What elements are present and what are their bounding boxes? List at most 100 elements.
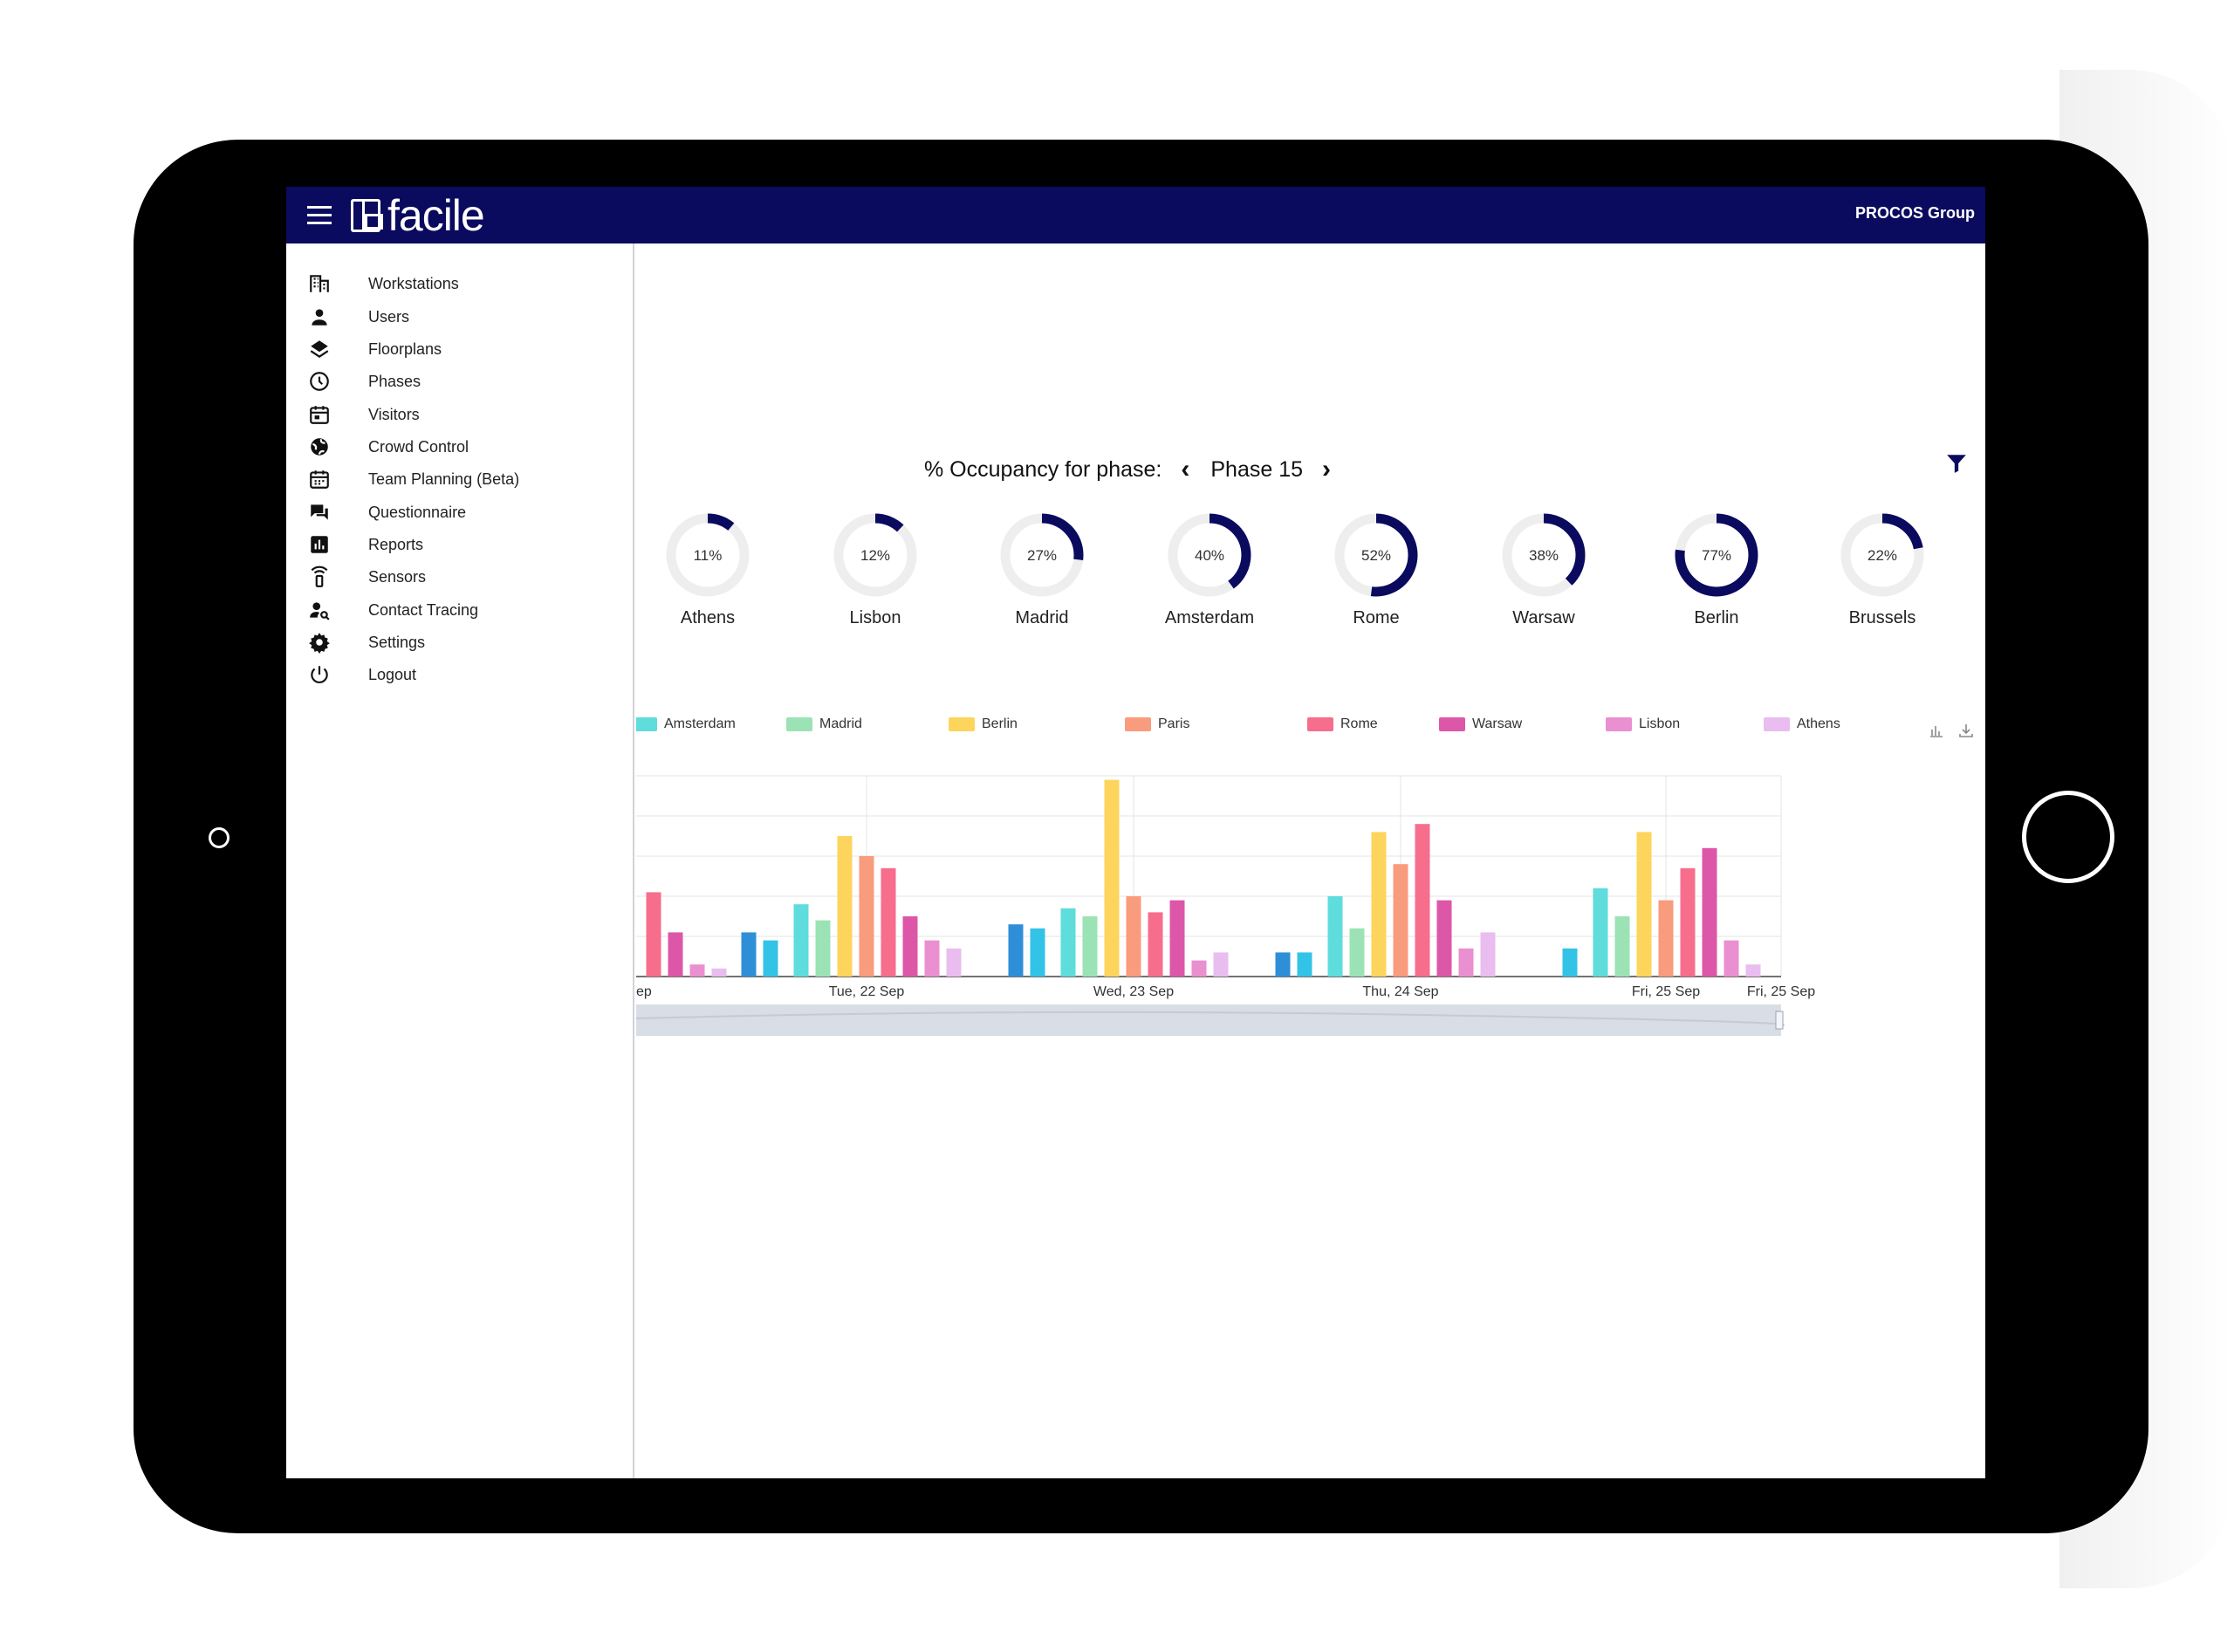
occupancy-donut[interactable]: 27% Madrid — [994, 507, 1090, 627]
bar[interactable] — [1371, 832, 1387, 977]
download-icon[interactable] — [1957, 722, 1975, 739]
building-icon — [307, 271, 332, 296]
occupancy-donut[interactable]: 38% Warsaw — [1496, 507, 1592, 627]
legend-item[interactable]: Warsaw — [1439, 716, 1522, 732]
donut-arc — [1840, 513, 1924, 597]
legend-label: Athens — [1797, 716, 1840, 731]
bar[interactable] — [837, 836, 853, 977]
bar[interactable] — [1008, 924, 1024, 977]
occupancy-donut[interactable]: 12% Lisbon — [827, 507, 923, 627]
sidebar-item-floorplans[interactable]: Floorplans — [286, 326, 634, 372]
previous-phase-button[interactable]: ‹ — [1181, 455, 1190, 483]
home-button[interactable] — [2022, 791, 2114, 883]
occupancy-donut[interactable]: 52% Rome — [1328, 507, 1424, 627]
legend-label: Madrid — [819, 716, 862, 731]
donut-ring: 38% — [1502, 513, 1586, 597]
bar[interactable] — [1614, 916, 1630, 977]
occupancy-donut[interactable]: 11% Athens — [660, 507, 756, 627]
bar[interactable] — [793, 904, 809, 977]
legend-item[interactable]: Berlin — [949, 716, 1018, 732]
bar[interactable] — [1636, 832, 1652, 977]
sidebar-item-settings[interactable]: Settings — [286, 620, 634, 665]
bar[interactable] — [1191, 960, 1207, 977]
sidebar-item-workstations[interactable]: Workstations — [286, 261, 634, 306]
bar[interactable] — [1275, 952, 1291, 977]
bar[interactable] — [668, 932, 683, 977]
legend-item[interactable]: Lisbon — [1606, 716, 1680, 732]
bar[interactable] — [1702, 847, 1717, 977]
sidebar-item-contact-tracing[interactable]: Contact Tracing — [286, 587, 634, 633]
filter-icon[interactable] — [1945, 451, 1968, 476]
bar[interactable] — [1680, 867, 1696, 977]
bar[interactable] — [1030, 928, 1045, 977]
bar[interactable] — [881, 867, 896, 977]
occupancy-donut[interactable]: 22% Brussels — [1834, 507, 1930, 627]
main-content: % Occupancy for phase: ‹ Phase 15 › 11% A… — [636, 243, 1985, 1478]
donut-city-name: Warsaw — [1512, 608, 1575, 627]
bar[interactable] — [1658, 900, 1674, 977]
bar[interactable] — [1148, 912, 1163, 977]
next-phase-button[interactable]: › — [1322, 455, 1332, 483]
sidebar-item-visitors[interactable]: Visitors — [286, 392, 634, 437]
organization-name[interactable]: PROCOS Group — [1854, 204, 1975, 222]
sidebar-item-crowd-control[interactable]: Crowd Control — [286, 424, 634, 470]
sidebar-item-label: Visitors — [368, 405, 420, 423]
sidebar-item-questionnaire[interactable]: Questionnaire — [286, 490, 634, 535]
bar[interactable] — [1745, 964, 1761, 977]
bar[interactable] — [646, 892, 661, 977]
bar[interactable] — [711, 968, 727, 977]
bar[interactable] — [741, 932, 757, 977]
sidebar-item-team-planning-beta[interactable]: Team Planning (Beta) — [286, 456, 634, 502]
sidebar-item-phases[interactable]: Phases — [286, 359, 634, 404]
bar[interactable] — [1723, 940, 1739, 977]
bar[interactable] — [1415, 824, 1430, 977]
legend-item[interactable]: Athens — [1764, 716, 1840, 732]
top-app-bar: facile PROCOS Group — [286, 187, 1985, 243]
donut-arc — [1502, 513, 1586, 597]
bar[interactable] — [924, 940, 940, 977]
bar[interactable] — [946, 948, 962, 977]
legend-item[interactable]: Paris — [1125, 716, 1189, 732]
legend-item[interactable]: Rome — [1307, 716, 1378, 732]
bar[interactable] — [1562, 948, 1578, 977]
bar[interactable] — [1593, 888, 1608, 977]
sidebar-item-logout[interactable]: Logout — [286, 652, 634, 697]
bar[interactable] — [902, 916, 918, 977]
legend-label: Lisbon — [1639, 716, 1681, 731]
bar[interactable] — [1169, 900, 1185, 977]
bar[interactable] — [1213, 952, 1229, 977]
range-handle[interactable] — [1775, 1011, 1784, 1030]
range-navigator[interactable] — [636, 1004, 1781, 1036]
bar[interactable] — [1060, 908, 1076, 977]
bar[interactable] — [1480, 932, 1496, 977]
bar[interactable] — [1458, 948, 1474, 977]
bar[interactable] — [1104, 779, 1120, 977]
sidebar-item-reports[interactable]: Reports — [286, 522, 634, 567]
brand-name: facile — [387, 191, 485, 240]
legend-item[interactable]: Amsterdam — [636, 716, 736, 732]
bar[interactable] — [1126, 896, 1141, 977]
occupancy-donut[interactable]: 77% Berlin — [1669, 507, 1765, 627]
bar[interactable] — [1393, 864, 1408, 977]
donut-arc — [1168, 513, 1251, 597]
bar[interactable] — [1297, 952, 1312, 977]
donut-percent: 22% — [1867, 547, 1897, 564]
bar[interactable] — [1327, 896, 1343, 977]
bar[interactable] — [859, 856, 874, 977]
sidebar-item-sensors[interactable]: Sensors — [286, 554, 634, 600]
donut-percent: 52% — [1361, 547, 1391, 564]
bar[interactable] — [1082, 916, 1098, 977]
sidebar-item-users[interactable]: Users — [286, 294, 634, 339]
donut-percent: 12% — [860, 547, 890, 564]
bar[interactable] — [1436, 900, 1452, 977]
occupancy-donut[interactable]: 40% Amsterdam — [1162, 507, 1257, 627]
bar[interactable] — [763, 940, 778, 977]
bar[interactable] — [689, 964, 705, 977]
bar[interactable] — [1349, 928, 1365, 977]
menu-icon[interactable] — [307, 206, 332, 225]
bar-chart-toggle-icon[interactable] — [1928, 722, 1945, 739]
legend-item[interactable]: Madrid — [786, 716, 862, 732]
bar[interactable] — [815, 920, 831, 977]
logo[interactable]: facile — [351, 191, 485, 240]
donut-arc — [1000, 513, 1084, 597]
